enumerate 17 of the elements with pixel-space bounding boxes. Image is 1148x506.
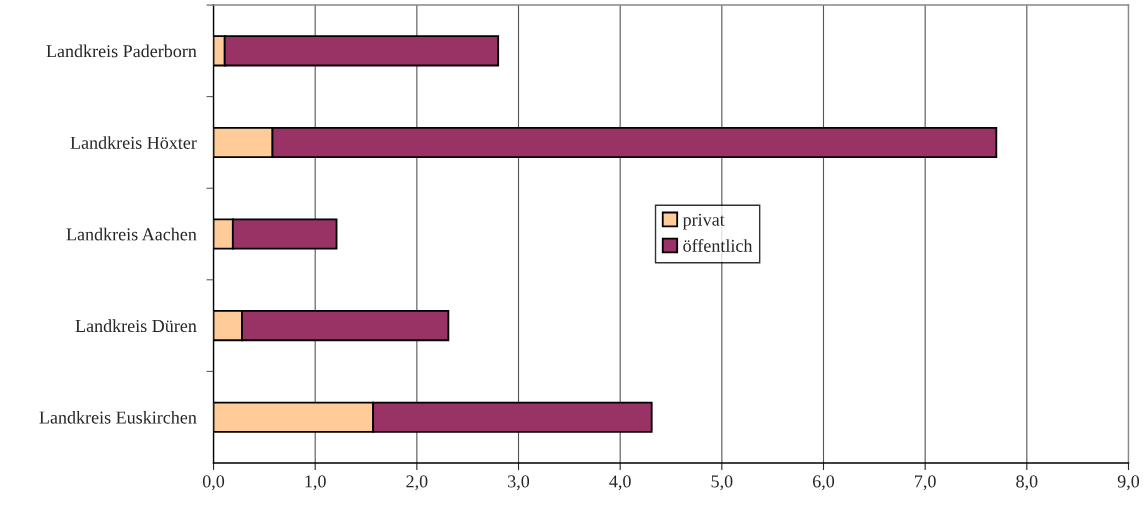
y-tick-label: Landkreis Düren [75, 319, 197, 333]
x-tick-label: 2,0 [406, 475, 428, 491]
x-tick-label: 7,0 [915, 475, 936, 491]
legend-label: privat [682, 213, 725, 230]
x-tick-label: 3,0 [508, 475, 530, 491]
x-tick-label: 5,0 [711, 475, 733, 491]
y-tick-label: Landkreis Höxter [70, 136, 197, 149]
x-tick-label: 8,0 [1016, 475, 1038, 491]
x-tick-label: 9,0 [1117, 475, 1140, 491]
x-tick-label: 0,0 [202, 475, 225, 491]
legend-label: öffentlich [683, 239, 753, 252]
x-tick-label: 1,0 [305, 475, 326, 491]
y-tick-label: Landkreis Euskirchen [39, 410, 197, 424]
y-tick-label: Landkreis Aachen [66, 227, 197, 241]
y-tick-label: Landkreis Paderborn [46, 44, 197, 58]
x-tick-label: 4,0 [609, 475, 631, 491]
x-tick-label: 6,0 [812, 475, 835, 491]
